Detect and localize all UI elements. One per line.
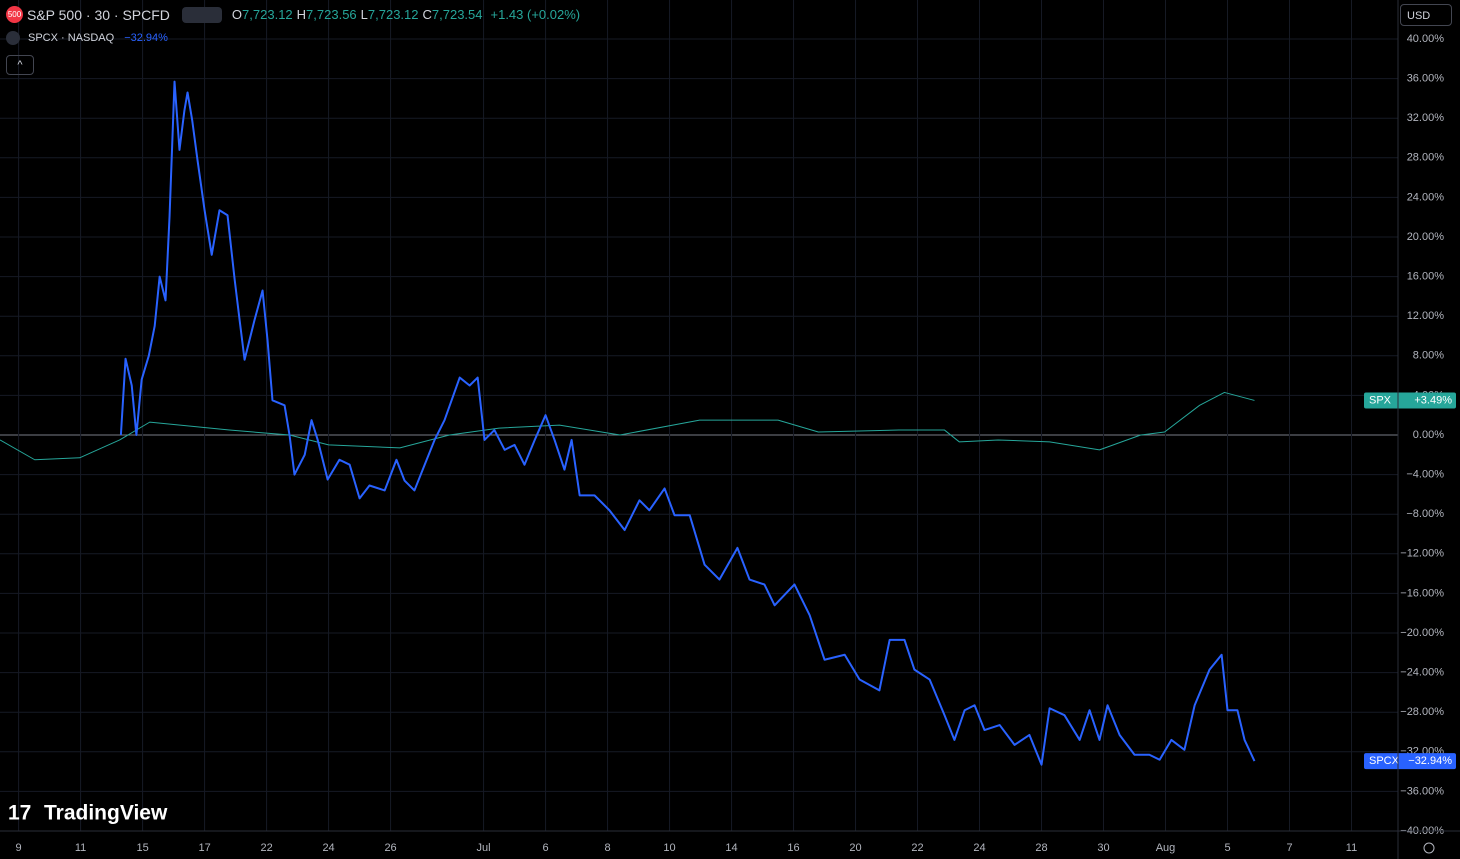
y-tick-label: 8.00% [1413,350,1444,362]
currency-select[interactable]: USD [1400,4,1452,26]
badge-name: SPCX [1369,755,1400,767]
series-line [0,391,1255,461]
x-tick-label: 22 [260,842,272,854]
compare-symbol[interactable]: SPCX · NASDAQ [28,32,115,44]
y-tick-label: 28.00% [1407,152,1445,164]
ohlc-value: 7,723.12 [367,7,419,22]
x-tick-label: 24 [322,842,334,854]
y-tick-label: 36.00% [1407,73,1445,85]
x-tick-label: 7 [1286,842,1292,854]
compare-change: −32.94% [124,32,168,44]
ohlc-key: L [360,7,368,22]
y-tick-label: −16.00% [1400,587,1444,599]
x-tick-label: 5 [1224,842,1230,854]
y-tick-label: −28.00% [1400,706,1444,718]
x-tick-label: 26 [384,842,396,854]
y-tick-label: −4.00% [1406,469,1444,481]
y-tick-label: 24.00% [1407,191,1445,203]
collapse-button[interactable]: ^ [6,55,34,75]
y-tick-label: −12.00% [1400,548,1444,560]
ohlc-key: H [296,7,307,22]
ohlc-value: 7,723.12 [242,7,293,22]
y-tick-label: 32.00% [1407,112,1445,124]
x-tick-label: 20 [849,842,861,854]
ohlc-value: 7,723.56 [306,7,357,22]
compare-row: SPCX · NASDAQ −32.94% [6,31,168,45]
x-tick-label: 14 [725,842,737,854]
x-tick-label: 24 [973,842,985,854]
logo: TradingView [44,802,168,825]
x-tick-label: 6 [542,842,548,854]
y-tick-label: 12.00% [1407,310,1445,322]
y-tick-label: −20.00% [1400,627,1444,639]
y-tick-label: 16.00% [1407,271,1445,283]
x-tick-label: 17 [198,842,210,854]
x-tick-label: 30 [1097,842,1109,854]
badge-name: SPX [1369,394,1392,406]
y-tick-label: 0.00% [1413,429,1444,441]
badge-value: +3.49% [1414,394,1452,406]
symbol[interactable]: S&P 500 · 30 · SPCFD [27,6,170,23]
ohlc-key: C [422,7,432,22]
compare-icon [6,31,20,45]
status-icons[interactable] [181,6,222,23]
x-tick-label: 22 [911,842,923,854]
x-tick-label: 9 [16,842,22,854]
x-tick-label: 28 [1035,842,1047,854]
change: +1.43 (+0.02%) [490,7,581,22]
legend-header: 500 S&P 500 · 30 · SPCFD O 7,723.12 H 7,723… [0,0,1460,80]
x-tick-label: 8 [604,842,610,854]
y-tick-label: 20.00% [1407,231,1445,243]
ohlc: O 7,723.12 H 7,723.56 L 7,723.12 C 7,723.54 [232,7,487,22]
x-tick-label: Aug [1156,842,1176,854]
logo-mark: 17 [8,802,31,825]
price-badge [1364,392,1456,409]
x-tick-label: 10 [663,842,675,854]
x-tick-label: 11 [1346,842,1357,854]
ohlc-value: 7,723.54 [431,7,483,22]
y-tick-label: −8.00% [1406,508,1444,520]
y-tick-label: 40.00% [1407,33,1445,45]
badge-value: −32.94% [1408,755,1452,767]
x-tick-label: Jul [477,842,491,854]
price-badge [1364,753,1456,770]
main-row: 500 S&P 500 · 30 · SPCFD O 7,723.12 H 7,723… [6,6,584,23]
x-tick-label: 11 [75,842,86,854]
symbol-badge: 500 [6,6,23,23]
series-line [119,80,1256,766]
settings-icon[interactable] [1423,842,1435,854]
y-tick-label: −36.00% [1400,785,1444,797]
x-tick-label: 16 [787,842,799,854]
ohlc-key: O [231,7,243,22]
x-tick-label: 15 [136,842,148,854]
y-tick-label: −24.00% [1400,667,1444,679]
